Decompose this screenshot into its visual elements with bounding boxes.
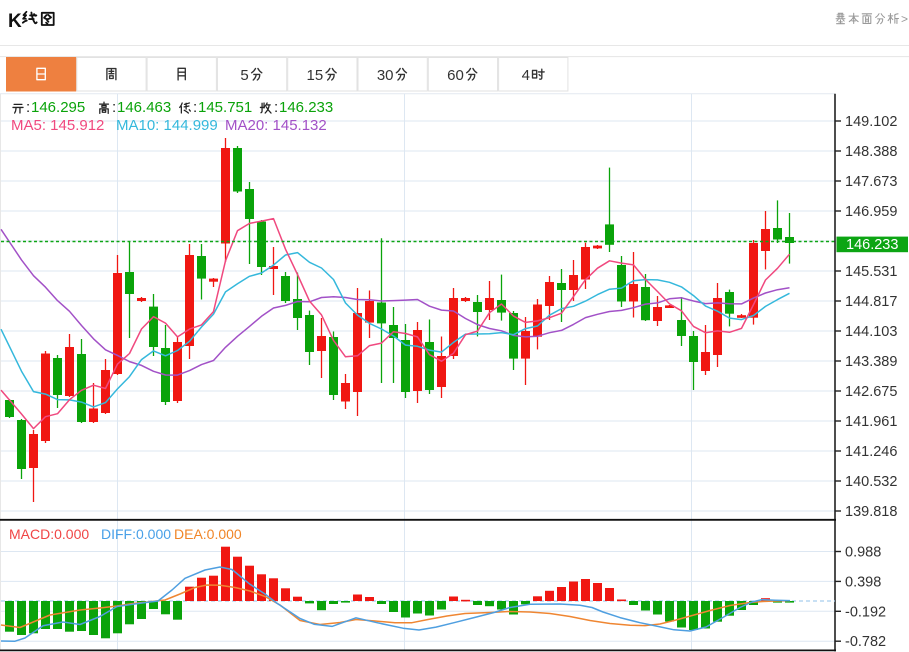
svg-text:147.673: 147.673 [845, 174, 897, 190]
svg-text:141.961: 141.961 [845, 414, 897, 430]
svg-text:K: K [8, 11, 22, 32]
svg-text:141.246: 141.246 [845, 444, 897, 460]
svg-text:139.818: 139.818 [845, 504, 897, 520]
svg-text:0.988: 0.988 [845, 545, 881, 561]
svg-text:MA5: 145.912: MA5: 145.912 [11, 117, 104, 134]
svg-text:144.817: 144.817 [845, 294, 897, 310]
svg-text:30: 30 [377, 67, 394, 84]
svg-text:60: 60 [447, 67, 464, 84]
svg-text:142.675: 142.675 [845, 384, 897, 400]
svg-text:140.532: 140.532 [845, 474, 897, 490]
svg-text:DEA:0.000: DEA:0.000 [174, 526, 242, 542]
svg-text:146.463: 146.463 [117, 99, 171, 116]
svg-text:MACD:0.000: MACD:0.000 [9, 526, 89, 542]
svg-text:149.102: 149.102 [845, 114, 897, 130]
svg-text:145.531: 145.531 [845, 264, 897, 280]
svg-text:145.751: 145.751 [198, 99, 252, 116]
svg-text:144.103: 144.103 [845, 324, 897, 340]
svg-text:0.398: 0.398 [845, 574, 881, 590]
svg-text:MA10: 144.999: MA10: 144.999 [116, 117, 218, 134]
svg-text::: : [193, 99, 197, 116]
svg-text:-0.782: -0.782 [845, 634, 886, 650]
svg-text:146.959: 146.959 [845, 204, 897, 220]
svg-text:146.295: 146.295 [31, 99, 85, 116]
svg-text::: : [112, 99, 116, 116]
svg-text:148.388: 148.388 [845, 144, 897, 160]
svg-text::: : [26, 99, 30, 116]
svg-text:143.389: 143.389 [845, 354, 897, 370]
svg-text:15: 15 [307, 67, 324, 84]
svg-text:146.233: 146.233 [846, 237, 898, 253]
svg-text:MA20: 145.132: MA20: 145.132 [225, 117, 327, 134]
svg-text:DIFF:0.000: DIFF:0.000 [101, 526, 171, 542]
svg-text:-0.192: -0.192 [845, 604, 886, 620]
svg-text:146.233: 146.233 [279, 99, 333, 116]
svg-text:5: 5 [240, 67, 248, 84]
svg-text:4: 4 [522, 67, 530, 84]
svg-text:>: > [901, 12, 908, 26]
svg-text::: : [274, 99, 278, 116]
